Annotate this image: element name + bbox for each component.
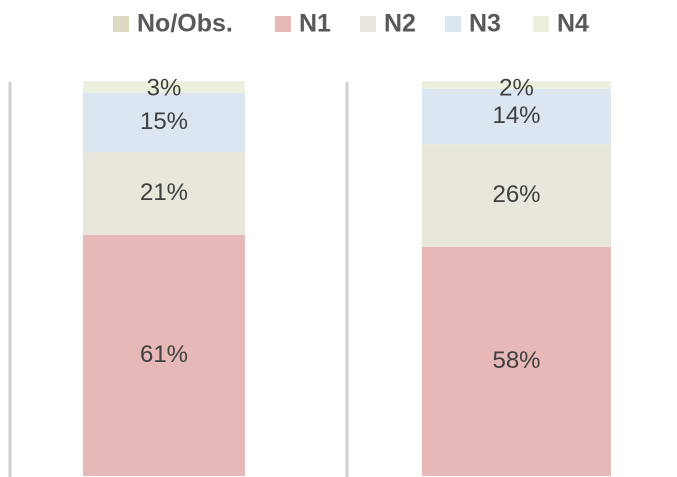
bar-segment bbox=[83, 92, 245, 153]
bar-segment bbox=[422, 81, 611, 89]
legend-swatch bbox=[445, 16, 461, 32]
data-label: 21% bbox=[140, 179, 188, 206]
data-label: 58% bbox=[492, 347, 540, 374]
bar-segment bbox=[422, 246, 611, 476]
data-label: 3% bbox=[147, 74, 182, 101]
legend-label: N4 bbox=[557, 10, 589, 38]
legend-label: N1 bbox=[299, 10, 331, 38]
bar-segment bbox=[83, 235, 245, 476]
bar-segment bbox=[422, 88, 611, 145]
data-label: 26% bbox=[492, 181, 540, 208]
data-label: 15% bbox=[140, 108, 188, 135]
legend-label: N2 bbox=[384, 10, 416, 38]
legend-swatch bbox=[533, 16, 549, 32]
legend-label: N3 bbox=[469, 10, 501, 38]
bar-segment bbox=[83, 152, 245, 236]
data-label: 14% bbox=[492, 102, 540, 129]
bar-segment bbox=[422, 144, 611, 247]
data-label: 61% bbox=[140, 341, 188, 368]
legend-swatch bbox=[275, 16, 291, 32]
bar-segment bbox=[83, 81, 245, 93]
legend-label: No/Obs. bbox=[137, 10, 233, 38]
data-label: 2% bbox=[499, 74, 534, 101]
legend-swatch bbox=[113, 16, 129, 32]
legend-swatch bbox=[360, 16, 376, 32]
